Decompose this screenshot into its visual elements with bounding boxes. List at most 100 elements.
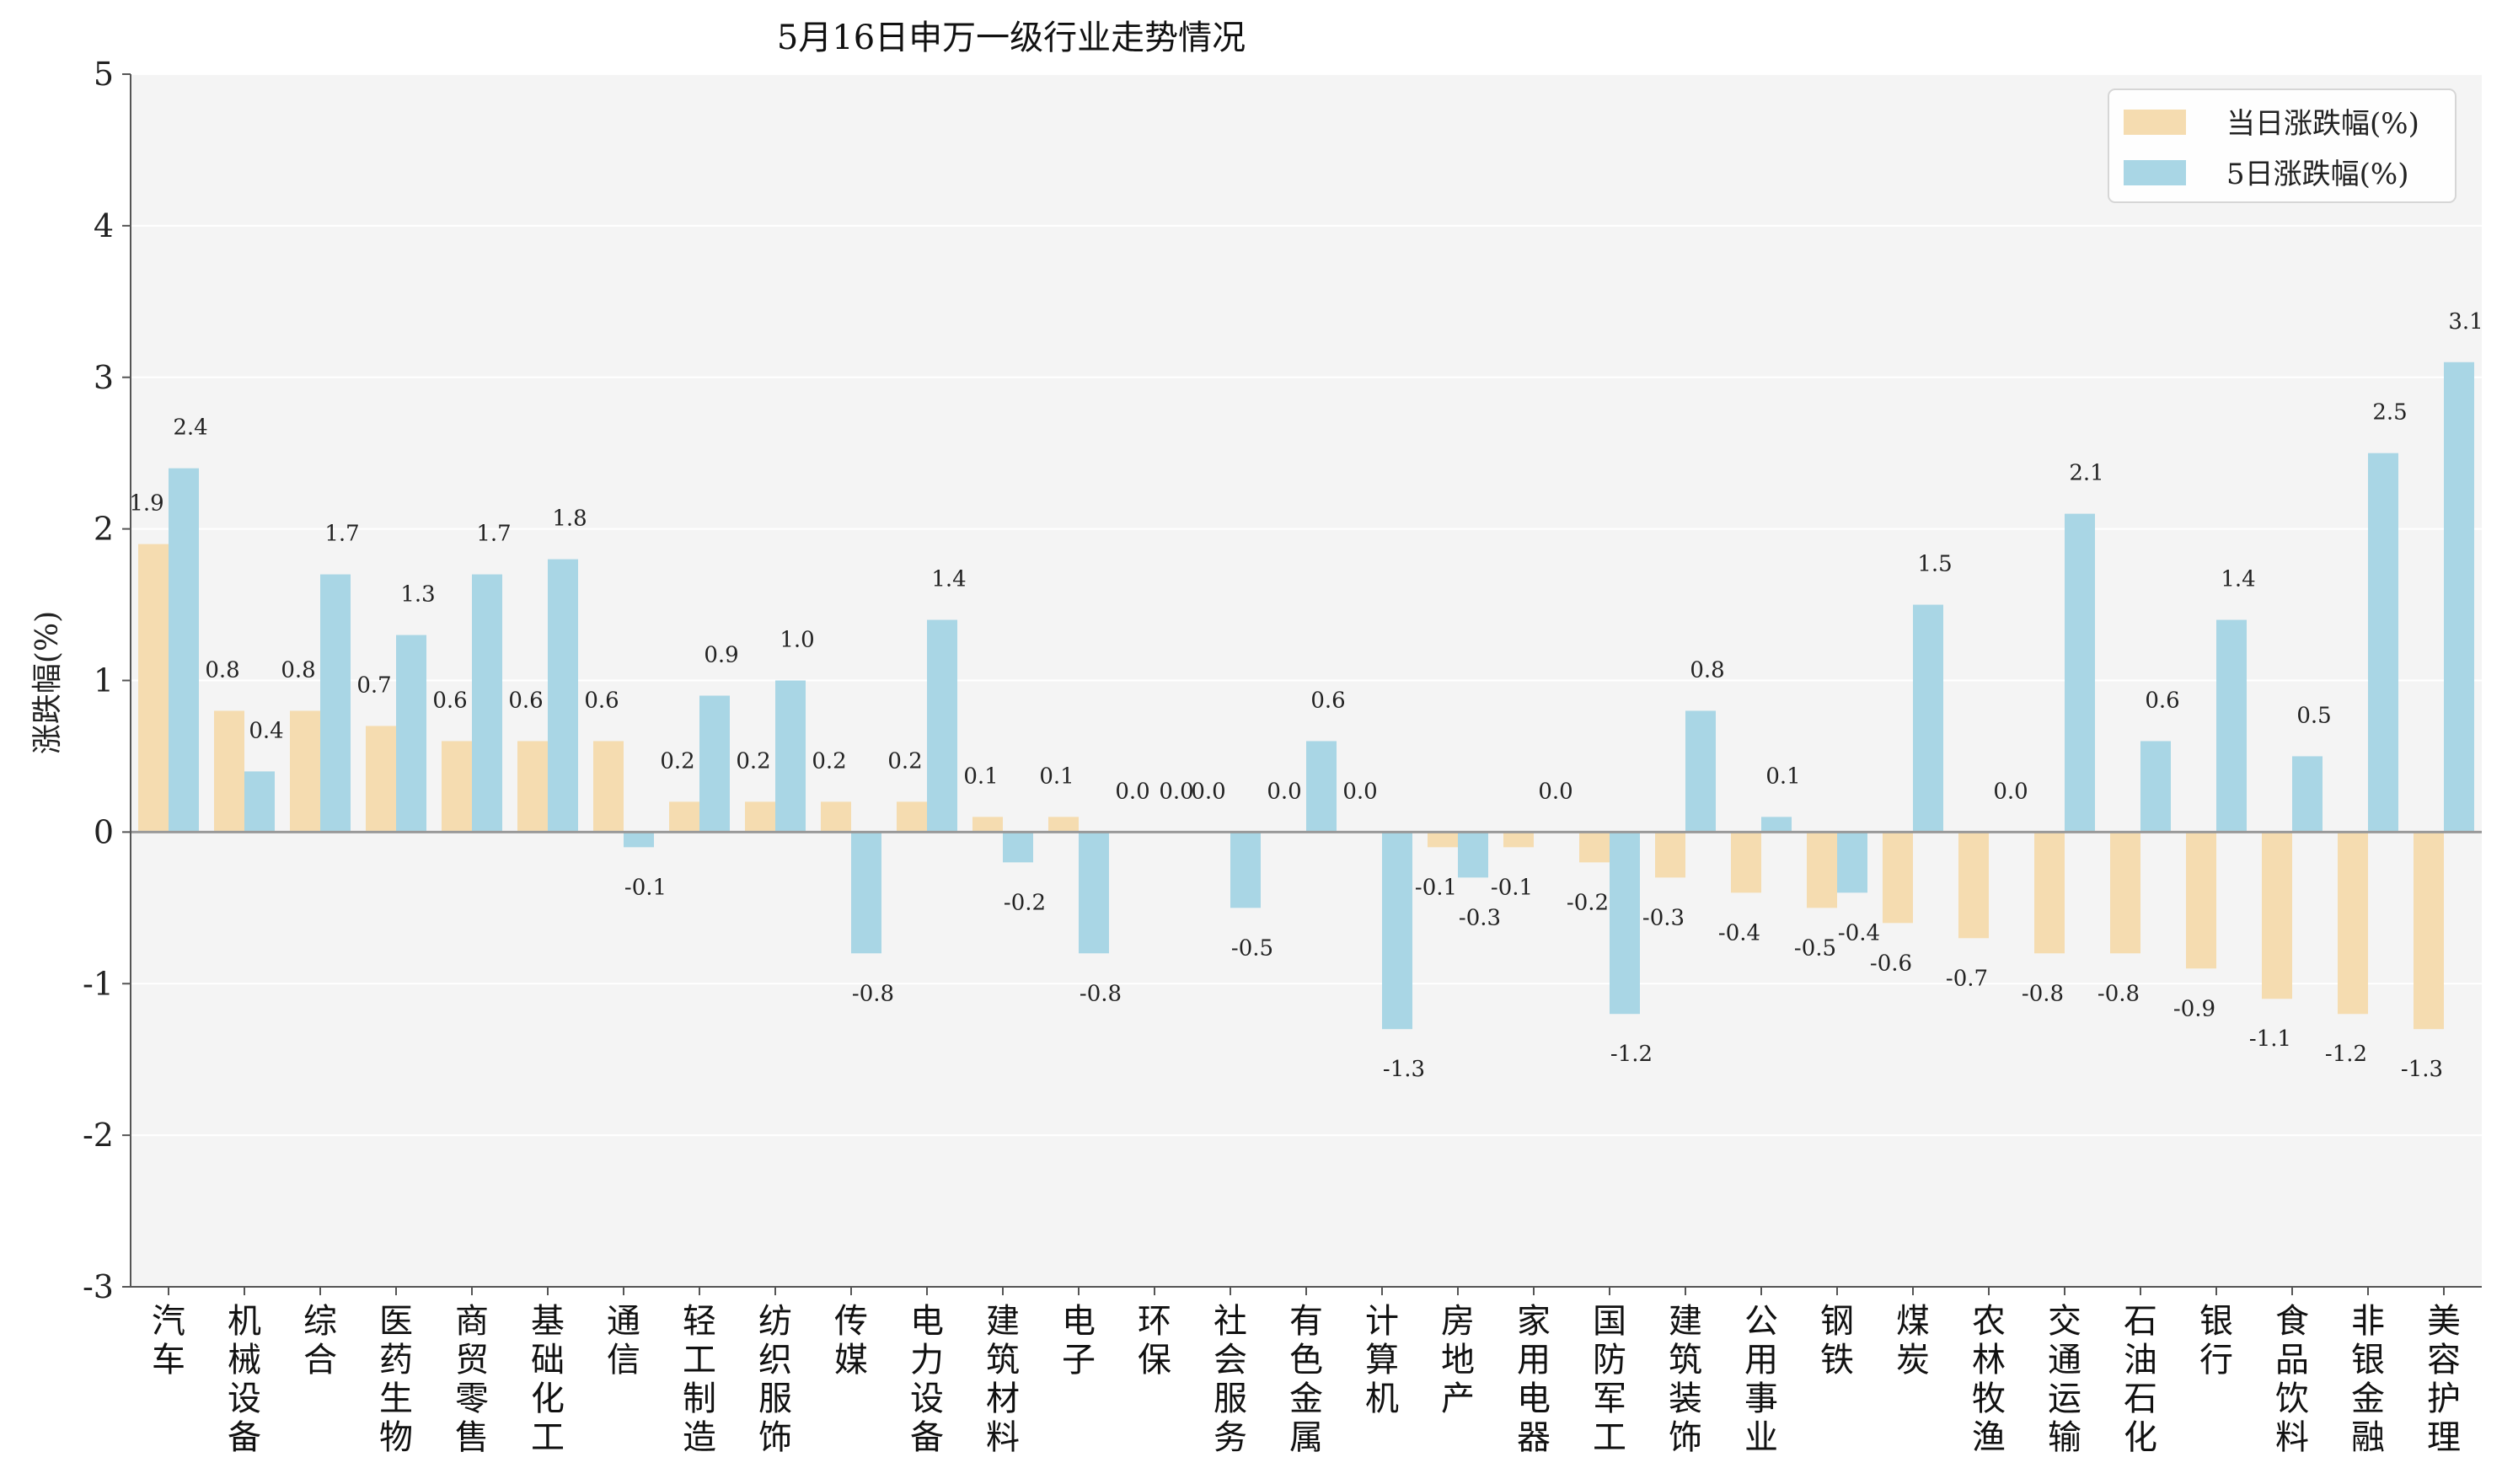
bar-s1 [2110,832,2140,954]
bar-s2 [2292,756,2323,833]
x-category-char: 织 [758,1341,792,1380]
x-category-char: 融 [2351,1418,2385,1457]
data-label: -1.2 [1610,1042,1653,1067]
bar-s1 [1503,832,1534,848]
x-category-char: 汽 [152,1302,185,1341]
bar-s2 [1610,832,1640,1015]
x-category-char: 材 [986,1380,1020,1418]
bars [138,362,2474,1030]
x-category-char: 信 [607,1341,640,1380]
data-label: 1.0 [780,628,814,653]
data-label: -0.5 [1231,935,1273,961]
data-label: 0.1 [1765,763,1800,789]
x-category-char: 军 [1593,1380,1626,1418]
x-category-char: 造 [683,1418,716,1457]
x-category-char: 机 [228,1302,261,1341]
x-category-char: 事 [1744,1380,1778,1418]
x-category-char: 器 [1517,1418,1551,1457]
x-category-char: 环 [1138,1302,1171,1341]
x-category-label: 轻工制造 [683,1302,716,1457]
bar-s2 [1685,710,1716,833]
data-label: 0.0 [1191,779,1225,804]
bar-s1 [2034,832,2065,954]
data-label: 0.5 [2296,703,2331,728]
bar-s1 [517,741,548,833]
data-label: 0.0 [1115,779,1149,804]
x-category-label: 石油石化 [2124,1302,2157,1457]
data-label: 1.4 [2221,567,2255,592]
bar-s1 [1428,832,1458,848]
legend-swatch [2124,160,2186,185]
x-category-char: 炭 [1896,1341,1930,1380]
x-category-label: 商贸零售 [455,1302,489,1457]
x-category-char: 合 [303,1341,337,1380]
data-label: -1.1 [2249,1026,2291,1052]
bar-s1 [821,801,851,833]
data-label: -1.3 [1383,1057,1425,1082]
x-category-char: 油 [2124,1341,2157,1380]
x-category-char: 铁 [1820,1341,1854,1380]
data-label: 0.8 [1690,657,1724,683]
bar-s1 [669,801,699,833]
x-category-char: 房 [1441,1302,1475,1341]
x-category-char: 零 [455,1380,489,1418]
x-category-char: 工 [683,1341,716,1380]
data-label: 0.6 [508,688,543,713]
data-label: 0.2 [660,748,694,774]
x-category-label: 纺织服饰 [758,1302,792,1457]
y-axis-label: 涨跌幅(%) [30,611,65,754]
x-category-char: 地 [1441,1341,1475,1380]
x-category-char: 容 [2427,1341,2461,1380]
data-label: -0.2 [1004,890,1046,915]
data-label: 0.0 [1993,779,2028,804]
bar-s2 [624,832,654,848]
x-category-char: 生 [379,1380,413,1418]
x-category-char: 产 [1441,1380,1475,1418]
y-tick-labels: -3 -2 -1 0 1 2 3 4 5 [83,56,114,1305]
data-label: 1.9 [129,491,163,517]
data-label: 0.0 [1538,779,1572,804]
x-category-label: 机械设备 [228,1302,261,1457]
y-tick-label: 2 [94,511,114,548]
bar-s1 [2262,832,2292,999]
x-category-char: 电 [1062,1302,1096,1341]
x-category-char: 工 [531,1418,565,1457]
x-category-label: 有色金属 [1289,1302,1323,1457]
x-category-char: 林 [1972,1341,2006,1380]
x-category-char: 筑 [1669,1341,1702,1380]
data-label: 1.5 [1917,552,1952,577]
data-label: 1.3 [400,582,435,608]
bar-s2 [1306,741,1337,833]
x-category-char: 金 [1289,1380,1323,1418]
data-label: 0.9 [704,642,738,667]
x-category-char: 机 [1365,1380,1399,1418]
bar-s2 [927,619,957,833]
x-category-char: 美 [2427,1302,2461,1341]
data-label: -0.2 [1567,890,1609,915]
x-category-char: 建 [986,1302,1020,1341]
x-category-char: 设 [228,1380,261,1418]
x-category-char: 输 [2048,1418,2081,1457]
data-label: 0.2 [812,748,846,774]
x-category-label: 房地产 [1441,1302,1475,1418]
data-label: 0.8 [281,657,315,683]
x-category-char: 料 [2275,1418,2309,1457]
data-label: 1.8 [552,506,587,532]
data-label: 0.0 [1267,779,1301,804]
x-category-label: 钢铁 [1820,1302,1854,1380]
bar-s1 [1579,832,1610,863]
x-category-char: 传 [834,1302,868,1341]
data-label: -0.4 [1718,920,1760,946]
x-category-char: 煤 [1896,1302,1930,1341]
bar-s1 [2186,832,2216,969]
x-category-char: 保 [1138,1341,1171,1380]
legend: 当日涨跌幅(%) 5日涨跌幅(%) [2108,88,2456,203]
x-category-char: 有 [1289,1302,1323,1341]
x-category-label: 建筑装饰 [1669,1302,1702,1457]
x-category-char: 媒 [834,1341,868,1380]
x-category-char: 建 [1669,1302,1702,1341]
data-label: -1.2 [2325,1042,2367,1067]
x-category-char: 商 [455,1302,489,1341]
bar-s1 [2414,832,2444,1030]
